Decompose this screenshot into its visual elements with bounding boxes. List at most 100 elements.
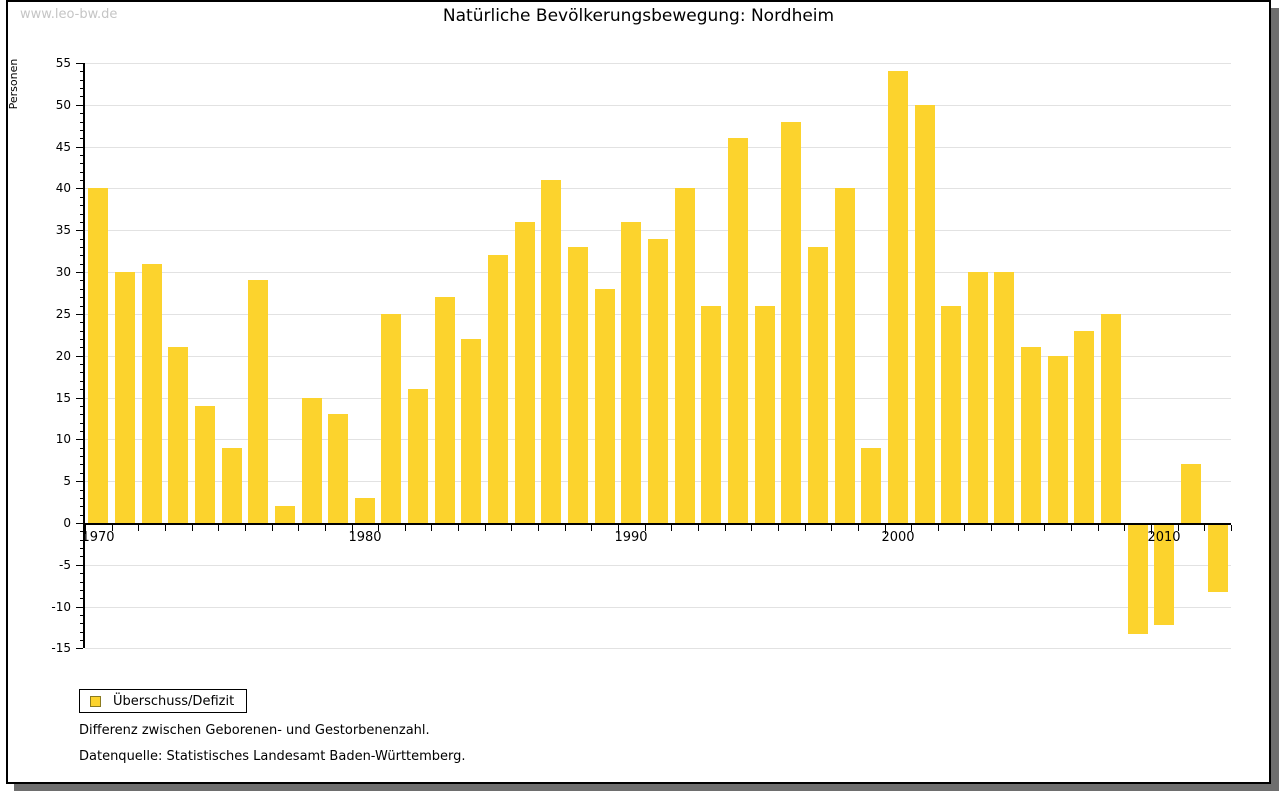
y-tick: [80, 506, 83, 507]
x-tick: [645, 525, 646, 531]
y-tick-label: 30: [55, 265, 71, 279]
x-tick: [165, 525, 166, 531]
bar: [381, 314, 401, 523]
x-tick: [192, 525, 193, 531]
y-tick: [76, 523, 83, 524]
y-tick: [80, 339, 83, 340]
x-tick: [511, 525, 512, 531]
bar: [728, 138, 748, 523]
bar: [1074, 331, 1094, 523]
y-tick: [80, 155, 83, 156]
y-tick: [80, 414, 83, 415]
bar: [595, 289, 615, 523]
y-tick: [80, 473, 83, 474]
bar: [968, 272, 988, 523]
y-tick: [80, 264, 83, 265]
bar: [941, 306, 961, 523]
y-tick: [80, 172, 83, 173]
y-tick: [80, 423, 83, 424]
y-tick: [76, 356, 83, 357]
y-tick: [80, 389, 83, 390]
x-tick-label: 1980: [348, 530, 382, 545]
x-tick: [325, 525, 326, 531]
y-tick: [80, 464, 83, 465]
y-tick-label: 50: [55, 98, 71, 112]
bar: [808, 247, 828, 523]
legend: Überschuss/Defizit: [79, 689, 248, 713]
gridline: [85, 607, 1231, 608]
y-tick: [80, 347, 83, 348]
x-tick: [1124, 525, 1125, 531]
y-tick: [76, 607, 83, 608]
y-tick: [80, 180, 83, 181]
bar: [568, 247, 588, 523]
chart-panel: www.leo-bw.de Natürliche Bevölkerungsbew…: [6, 0, 1271, 784]
y-tick: [80, 590, 83, 591]
gridline: [85, 565, 1231, 566]
y-axis: [83, 63, 85, 648]
bar: [355, 498, 375, 523]
y-tick: [80, 623, 83, 624]
y-tick: [80, 163, 83, 164]
x-tick: [352, 525, 353, 534]
x-tick-label: 1990: [614, 530, 648, 545]
y-tick: [76, 439, 83, 440]
x-tick: [85, 525, 86, 534]
y-tick: [80, 640, 83, 641]
x-tick: [751, 525, 752, 531]
x-tick: [1151, 525, 1152, 534]
bar: [142, 264, 162, 523]
y-tick-label: 55: [55, 56, 71, 70]
x-tick: [1204, 525, 1205, 531]
x-tick: [298, 525, 299, 531]
x-tick-label: 2000: [881, 530, 915, 545]
y-tick: [80, 598, 83, 599]
y-tick-label: 25: [55, 307, 71, 321]
x-tick-label: 1970: [81, 530, 115, 545]
y-tick: [76, 105, 83, 106]
x-axis: [83, 523, 1231, 525]
bar: [1154, 525, 1174, 625]
watermark: www.leo-bw.de: [20, 7, 118, 22]
x-tick: [1098, 525, 1099, 531]
x-tick: [245, 525, 246, 531]
y-tick: [80, 372, 83, 373]
bar: [915, 105, 935, 523]
y-tick-label: 10: [55, 432, 71, 446]
y-tick: [80, 364, 83, 365]
bar: [835, 188, 855, 523]
y-tick: [80, 322, 83, 323]
y-tick-label: 0: [63, 516, 71, 530]
y-tick: [80, 515, 83, 516]
y-tick: [80, 96, 83, 97]
bar: [675, 188, 695, 523]
gridline: [85, 147, 1231, 148]
y-tick: [76, 188, 83, 189]
x-tick: [698, 525, 699, 531]
bar: [248, 280, 268, 523]
bar: [302, 398, 322, 523]
bar: [1048, 356, 1068, 523]
y-tick-label: -10: [51, 600, 71, 614]
y-tick: [80, 88, 83, 89]
y-tick: [80, 205, 83, 206]
bar: [861, 448, 881, 523]
y-tick: [76, 314, 83, 315]
y-tick: [80, 122, 83, 123]
x-tick: [885, 525, 886, 534]
y-tick: [80, 632, 83, 633]
y-tick-label: -15: [51, 641, 71, 655]
y-tick: [80, 531, 83, 532]
y-tick: [80, 239, 83, 240]
bar: [88, 188, 108, 523]
legend-swatch-icon: [90, 695, 101, 707]
x-tick: [458, 525, 459, 531]
y-tick: [76, 565, 83, 566]
y-tick: [80, 289, 83, 290]
bar: [408, 389, 428, 523]
bar: [1128, 525, 1148, 634]
bar: [488, 255, 508, 523]
bar: [328, 414, 348, 523]
y-tick: [80, 456, 83, 457]
gridline: [85, 63, 1231, 64]
